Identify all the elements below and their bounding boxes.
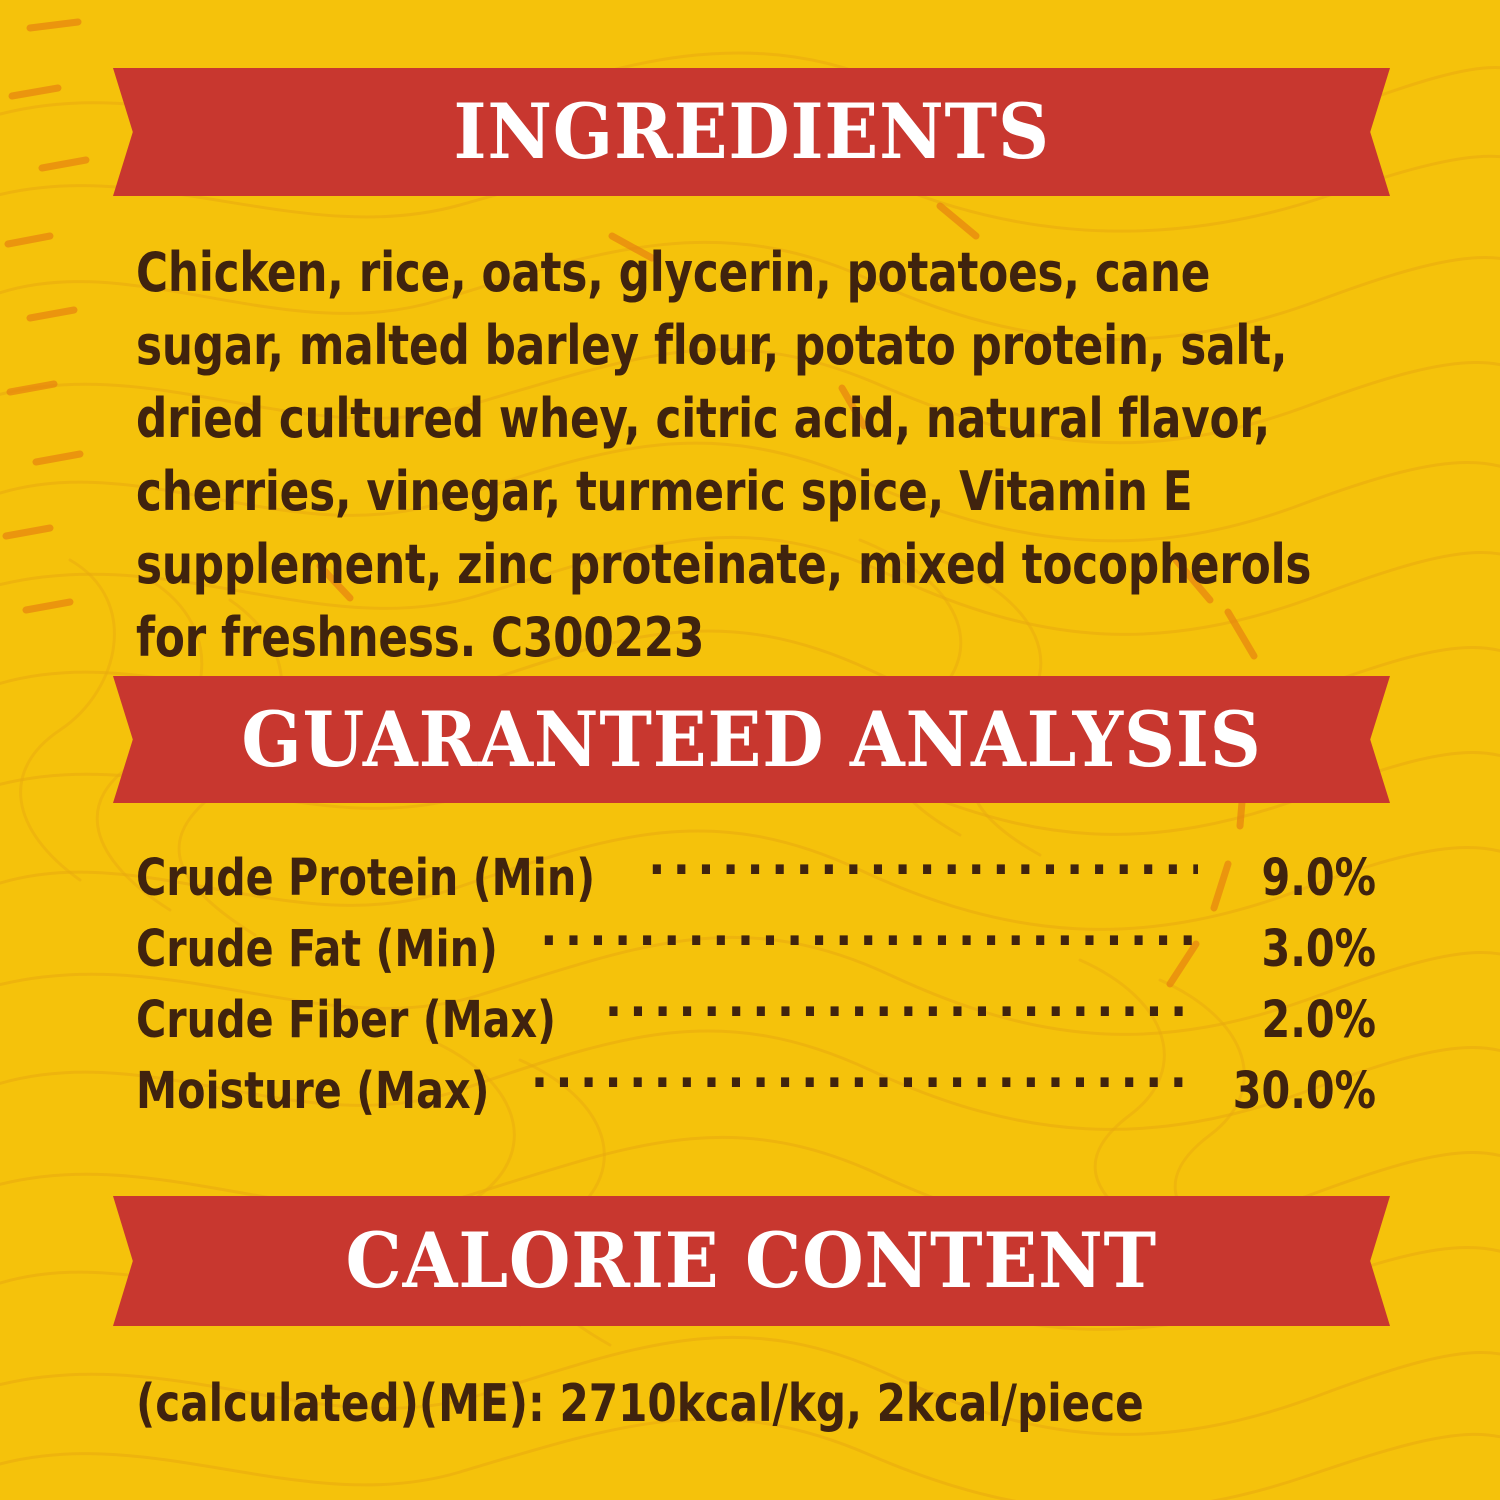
calorie-content-body-text: (calculated)(ME): 2710kcal/kg, 2kcal/pie… — [136, 1374, 1144, 1434]
analysis-label: Crude Protein (Min) — [136, 849, 596, 908]
analysis-value: 2.0% — [1261, 991, 1376, 1050]
analysis-row-moisture: Moisture (Max) .........................… — [136, 1056, 1376, 1127]
analysis-value: 30.0% — [1232, 1062, 1376, 1121]
banner-guaranteed-analysis: GUARANTEED ANALYSIS — [113, 676, 1390, 803]
analysis-row-crude-protein: Crude Protein (Min) ....................… — [136, 843, 1376, 914]
banner-calorie-content-title: CALORIE CONTENT — [345, 1216, 1158, 1305]
banner-guaranteed-analysis-title: GUARANTEED ANALYSIS — [241, 694, 1262, 784]
analysis-leader-dots: ........................................… — [648, 844, 1198, 887]
analysis-value: 3.0% — [1261, 920, 1376, 979]
banner-calorie-content: CALORIE CONTENT — [113, 1196, 1390, 1326]
analysis-row-crude-fiber: Crude Fiber (Max) ......................… — [136, 985, 1376, 1056]
analysis-value: 9.0% — [1261, 849, 1376, 908]
ingredients-body-text: Chicken, rice, oats, glycerin, potatoes,… — [136, 241, 1312, 669]
analysis-label: Moisture (Max) — [136, 1062, 490, 1121]
analysis-leader-dots: ........................................… — [604, 986, 1198, 1029]
banner-ingredients: INGREDIENTS — [113, 68, 1390, 196]
analysis-leader-dots: ........................................… — [540, 915, 1198, 958]
analysis-label: Crude Fat (Min) — [136, 920, 498, 979]
analysis-leader-dots: ........................................… — [530, 1057, 1198, 1100]
guaranteed-analysis-table: Crude Protein (Min) ....................… — [136, 843, 1376, 1127]
analysis-label: Crude Fiber (Max) — [136, 991, 557, 1050]
analysis-row-crude-fat: Crude Fat (Min) ........................… — [136, 914, 1376, 985]
banner-ingredients-title: INGREDIENTS — [453, 87, 1050, 176]
